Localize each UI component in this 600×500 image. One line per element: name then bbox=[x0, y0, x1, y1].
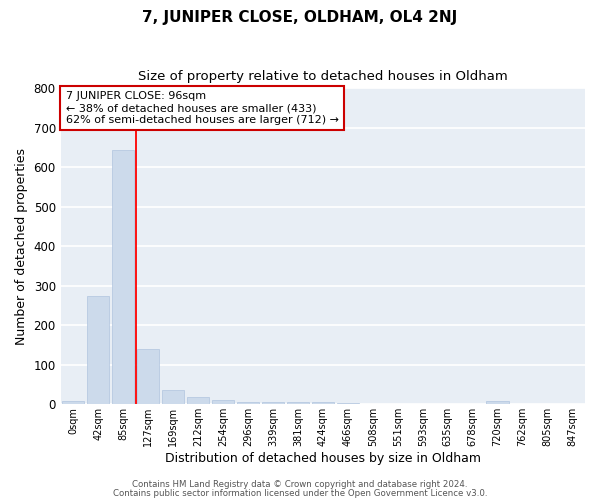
Bar bbox=[112, 150, 134, 404]
Bar bbox=[487, 401, 509, 404]
Bar bbox=[212, 400, 234, 404]
Title: Size of property relative to detached houses in Oldham: Size of property relative to detached ho… bbox=[138, 70, 508, 83]
Bar bbox=[236, 402, 259, 404]
Text: Contains public sector information licensed under the Open Government Licence v3: Contains public sector information licen… bbox=[113, 488, 487, 498]
Bar bbox=[62, 401, 85, 404]
Bar bbox=[337, 403, 359, 404]
Bar bbox=[311, 402, 334, 404]
Bar bbox=[137, 349, 159, 405]
Text: Contains HM Land Registry data © Crown copyright and database right 2024.: Contains HM Land Registry data © Crown c… bbox=[132, 480, 468, 489]
Text: 7 JUNIPER CLOSE: 96sqm
← 38% of detached houses are smaller (433)
62% of semi-de: 7 JUNIPER CLOSE: 96sqm ← 38% of detached… bbox=[66, 92, 339, 124]
Bar bbox=[287, 402, 309, 404]
Bar bbox=[262, 402, 284, 404]
Bar bbox=[87, 296, 109, 405]
Y-axis label: Number of detached properties: Number of detached properties bbox=[15, 148, 28, 345]
Bar bbox=[162, 390, 184, 404]
Text: 7, JUNIPER CLOSE, OLDHAM, OL4 2NJ: 7, JUNIPER CLOSE, OLDHAM, OL4 2NJ bbox=[142, 10, 458, 25]
X-axis label: Distribution of detached houses by size in Oldham: Distribution of detached houses by size … bbox=[165, 452, 481, 465]
Bar bbox=[187, 397, 209, 404]
